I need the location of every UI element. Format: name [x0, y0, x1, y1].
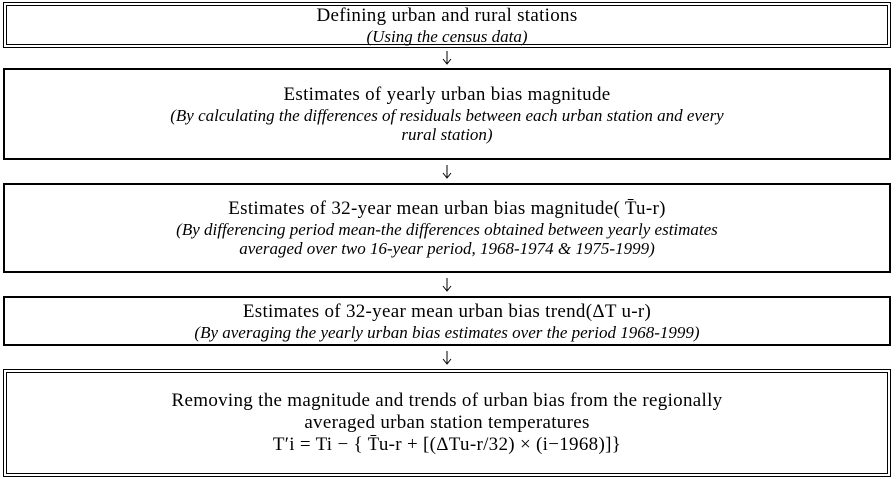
step-box: Estimates of 32-year mean urban bias tre… — [3, 296, 891, 346]
arrow — [442, 165, 452, 179]
arrow — [442, 278, 452, 292]
step-title: Estimates of yearly urban bias magnitude — [283, 84, 611, 105]
arrow — [442, 351, 452, 365]
step-box: Removing the magnitude and trends of urb… — [3, 369, 891, 477]
step-title: averaged urban station temperatures — [304, 412, 590, 433]
step-note: averaged over two 16-year period, 1968-1… — [239, 239, 655, 258]
step-box: Estimates of yearly urban bias magnitude… — [3, 68, 891, 160]
step-note: (By calculating the differences of resid… — [170, 106, 724, 125]
step-box: Estimates of 32-year mean urban bias mag… — [3, 183, 891, 273]
step-note: (By differencing period mean-the differe… — [176, 220, 718, 239]
step-box: Defining urban and rural stations (Using … — [3, 2, 891, 48]
step-title: Removing the magnitude and trends of urb… — [171, 390, 723, 411]
step-note: (Using the census data) — [366, 26, 528, 46]
step-title: Estimates of 32-year mean urban bias mag… — [228, 198, 666, 219]
step-title: T′i = Ti − { T̄u-r + [(ΔTu-r/32) × (i−19… — [272, 434, 622, 455]
step-title: Estimates of 32-year mean urban bias tre… — [242, 300, 652, 322]
step-note: rural station) — [401, 125, 493, 144]
step-title: Defining urban and rural stations — [316, 4, 578, 26]
arrow — [442, 51, 452, 65]
step-note: (By averaging the yearly urban bias esti… — [194, 322, 700, 342]
